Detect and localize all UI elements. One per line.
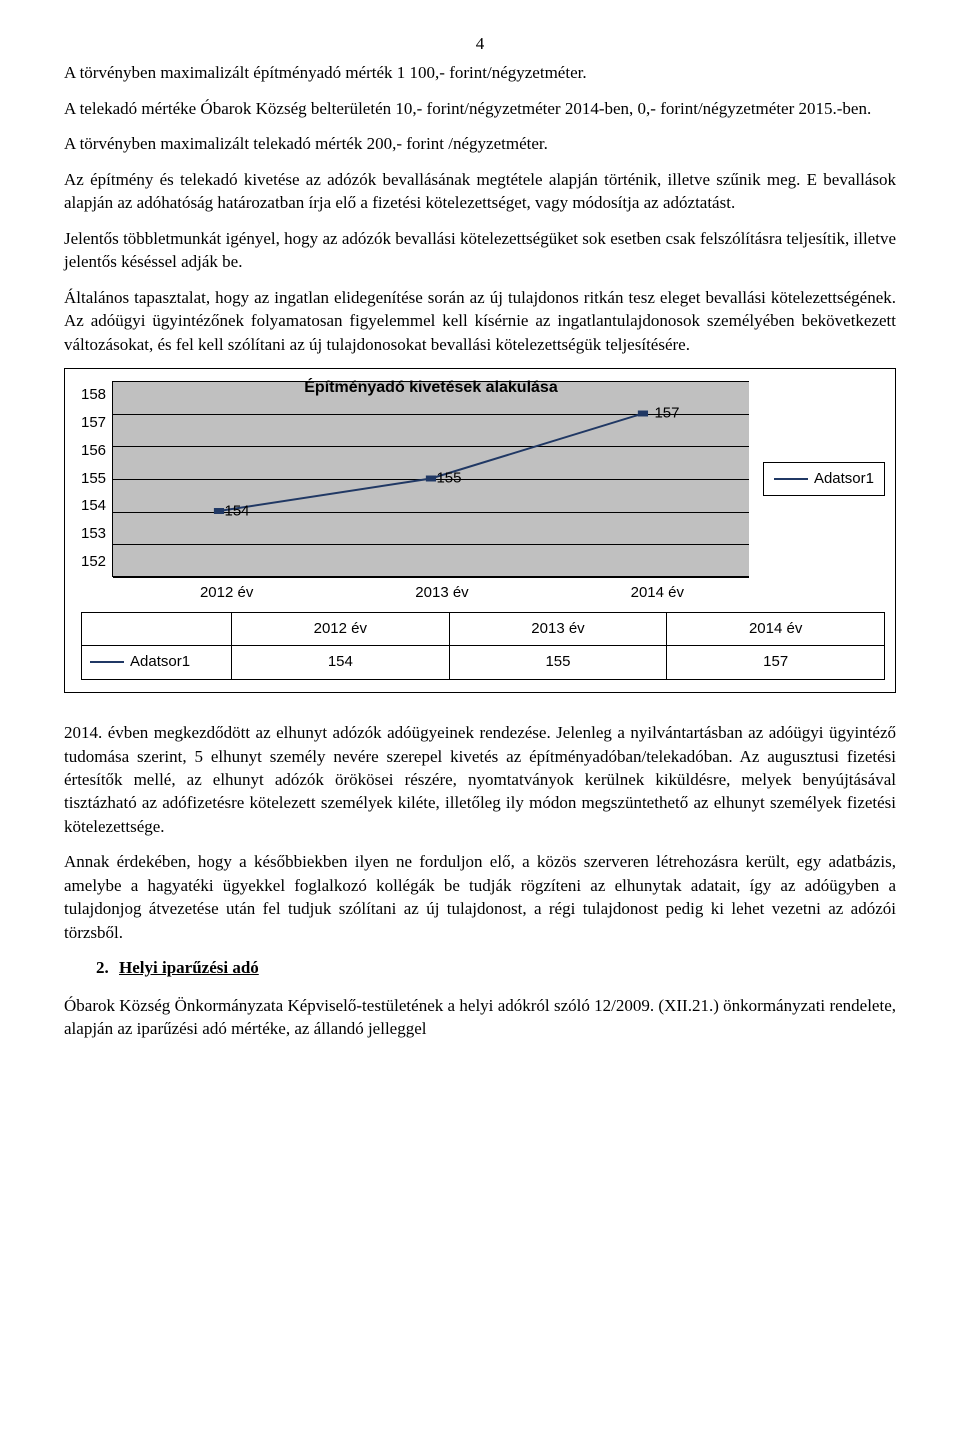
legend-swatch	[90, 661, 124, 663]
chart-data-table: 2012 év 2013 év 2014 év Adatsor1 154 155…	[81, 612, 885, 680]
body-text: Annak érdekében, hogy a későbbiekben ily…	[64, 850, 896, 944]
data-point-label: 157	[654, 403, 679, 424]
body-text: Az építmény és telekadó kivetése az adóz…	[64, 168, 896, 215]
body-text: Jelentős többletmunkát igényel, hogy az …	[64, 227, 896, 274]
y-axis-labels: 158 157 156 155 154 153 152	[81, 381, 106, 577]
page-number: 4	[64, 32, 896, 55]
chart-plot-area: Építményadó kivetések alakulása 15415515…	[112, 381, 749, 577]
section-number: 2.	[96, 958, 109, 977]
section-heading: 2. Helyi iparűzési adó	[96, 956, 896, 979]
legend-swatch	[774, 478, 808, 480]
x-axis-labels: 2012 év 2013 év 2014 év	[119, 583, 765, 604]
data-point-label: 154	[225, 501, 250, 522]
body-text: Óbarok Község Önkormányzata Képviselő-te…	[64, 994, 896, 1041]
section-title: Helyi iparűzési adó	[119, 958, 259, 977]
body-text: A telekadó mértéke Óbarok Község belterü…	[64, 97, 896, 120]
chart-legend: Adatsor1	[763, 462, 885, 497]
body-text: A törvényben maximalizált telekadó mérté…	[64, 132, 896, 155]
body-text: A törvényben maximalizált építményadó mé…	[64, 61, 896, 84]
data-point-label: 155	[436, 469, 461, 490]
chart-container: 158 157 156 155 154 153 152 Építményadó …	[64, 368, 896, 693]
body-text: Általános tapasztalat, hogy az ingatlan …	[64, 286, 896, 356]
body-text: 2014. évben megkezdődött az elhunyt adóz…	[64, 721, 896, 838]
